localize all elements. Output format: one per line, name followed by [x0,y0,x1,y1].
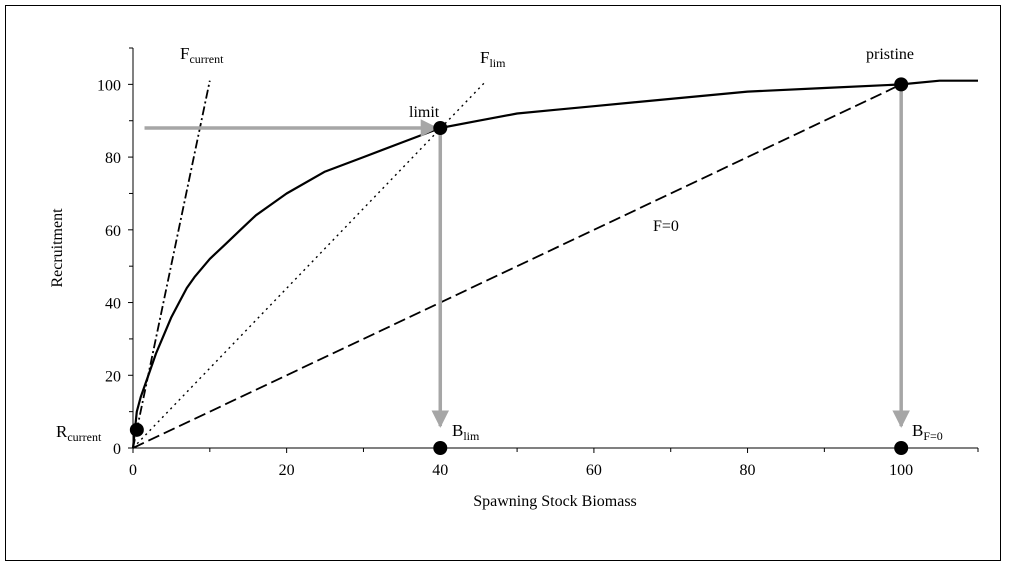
pristine-point [894,77,909,92]
x-tick-label: 40 [432,462,448,479]
x-tick-label: 20 [279,462,295,479]
limit-point [433,121,448,135]
bf0-label: BF=0 [912,421,943,443]
blim-point [433,441,448,455]
series-line-fcurrent [132,80,211,449]
x-tick-label: 60 [586,462,602,479]
y-axis-label: Recruitment [49,208,66,288]
rcurrent-point [129,422,144,437]
x-axis-label: Spawning Stock Biomass [473,493,637,510]
fcurrent-label: Fcurrent [180,44,224,66]
series-line-flim [132,80,487,449]
x-tick-label: 100 [889,462,913,479]
limit-label: limit [409,104,440,121]
y-tick-label: 100 [97,77,121,94]
x-tick-label: 0 [129,462,137,479]
chart-frame [5,5,1001,561]
series-line-stock-recruitment [131,79,978,449]
flim-label: Flim [480,48,506,70]
pristine-label: pristine [866,46,914,63]
blim-label: Blim [452,421,480,443]
x-tick-label: 80 [740,462,756,479]
y-tick-label: 40 [105,296,121,313]
y-tick-label: 0 [113,441,121,458]
y-tick-label: 80 [105,150,121,167]
bf0-point [894,441,909,455]
y-tick-label: 60 [105,223,121,240]
series-line-f-0 [132,83,902,449]
y-tick-label: 20 [105,368,121,385]
rcurrent-label: Rcurrent [56,422,102,444]
f0-label: F=0 [653,218,679,235]
